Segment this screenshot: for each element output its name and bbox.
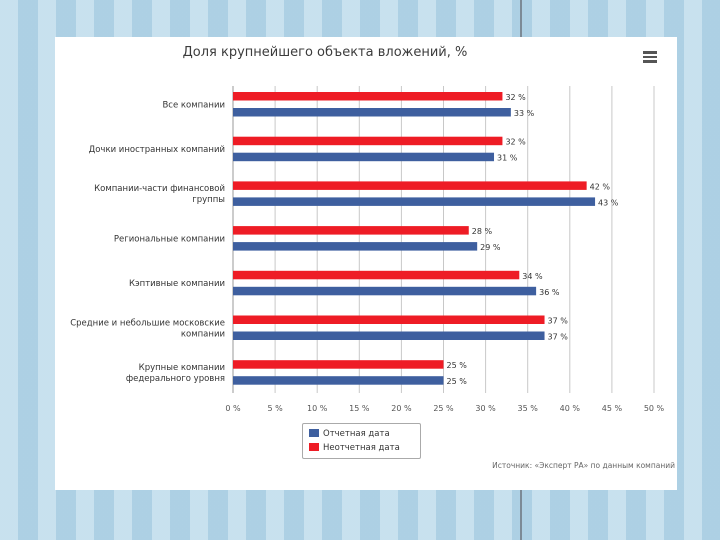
x-tick-label: 25 % (433, 404, 454, 413)
data-label: 37 % (548, 333, 569, 342)
legend-item-nonreporting[interactable]: Неотчетная дата (309, 443, 400, 455)
source-note: Источник: «Эксперт РА» по данным компани… (492, 461, 675, 470)
bar-reporting (233, 331, 545, 340)
legend-label-nonreporting: Неотчетная дата (323, 443, 400, 453)
data-label: 43 % (598, 198, 619, 207)
menu-icon[interactable] (643, 51, 657, 63)
x-tick-label: 15 % (349, 404, 370, 413)
x-tick-label: 20 % (391, 404, 412, 413)
category-label: компании (181, 329, 225, 339)
data-label: 34 % (522, 272, 543, 281)
legend-swatch-reporting (309, 429, 319, 437)
x-tick-label: 50 % (644, 404, 665, 413)
x-tick-label: 5 % (267, 404, 283, 413)
bar-reporting (233, 152, 495, 162)
category-label: Компании-части финансовой (94, 184, 225, 194)
category-label: Крупные компании (139, 363, 225, 373)
category-label: Дочки иностранных компаний (89, 145, 225, 155)
data-label: 31 % (497, 154, 518, 163)
x-tick-label: 45 % (602, 404, 623, 413)
category-label: Все компании (162, 100, 225, 110)
category-label: Средние и небольшие московские (70, 318, 225, 328)
legend-item-reporting[interactable]: Отчетная дата (309, 429, 390, 441)
data-label: 32 % (505, 138, 526, 147)
data-label: 42 % (590, 182, 611, 191)
data-label: 33 % (514, 109, 535, 118)
x-tick-label: 30 % (475, 404, 496, 413)
bar-reporting (233, 242, 478, 251)
data-label: 28 % (472, 227, 493, 236)
bar-nonreporting (233, 315, 545, 324)
bar-chart: 0 % 5 % 10 % 15 % 20 % 25 % 30 % 35 % 40 % 45 % 50… (70, 86, 665, 413)
x-tick-label: 0 % (225, 404, 241, 413)
data-label: 25 % (447, 377, 468, 386)
data-label: 32 % (505, 93, 526, 102)
data-label: 29 % (480, 243, 501, 252)
data-label: 37 % (548, 317, 569, 326)
bar-nonreporting (233, 270, 520, 280)
category-label: федерального уровня (126, 374, 225, 384)
chart-legend: Отчетная дата Неотчетная дата (302, 423, 421, 459)
bar-nonreporting (233, 92, 503, 101)
x-tick-label: 10 % (307, 404, 328, 413)
category-label: Региональные компании (114, 234, 225, 244)
bar-nonreporting (233, 136, 503, 146)
x-tick-label: 40 % (560, 404, 581, 413)
data-label: 25 % (447, 361, 468, 370)
category-label: Кэптивные компании (129, 279, 225, 289)
bar-reporting (233, 286, 537, 296)
legend-label-reporting: Отчетная дата (323, 429, 390, 439)
bar-nonreporting (233, 226, 469, 235)
bar-reporting (233, 197, 596, 206)
bar-nonreporting (233, 360, 444, 369)
category-label: группы (192, 195, 225, 205)
bar-reporting (233, 108, 511, 117)
chart-title: Доля крупнейшего объекта вложений, % (182, 45, 468, 60)
data-label: 36 % (539, 288, 560, 297)
x-tick-label: 35 % (518, 404, 539, 413)
bar-nonreporting (233, 181, 587, 190)
chart-card: Доля крупнейшего объекта вложений, % 0 %… (55, 37, 677, 490)
bar-reporting (233, 376, 444, 385)
legend-swatch-nonreporting (309, 443, 319, 451)
